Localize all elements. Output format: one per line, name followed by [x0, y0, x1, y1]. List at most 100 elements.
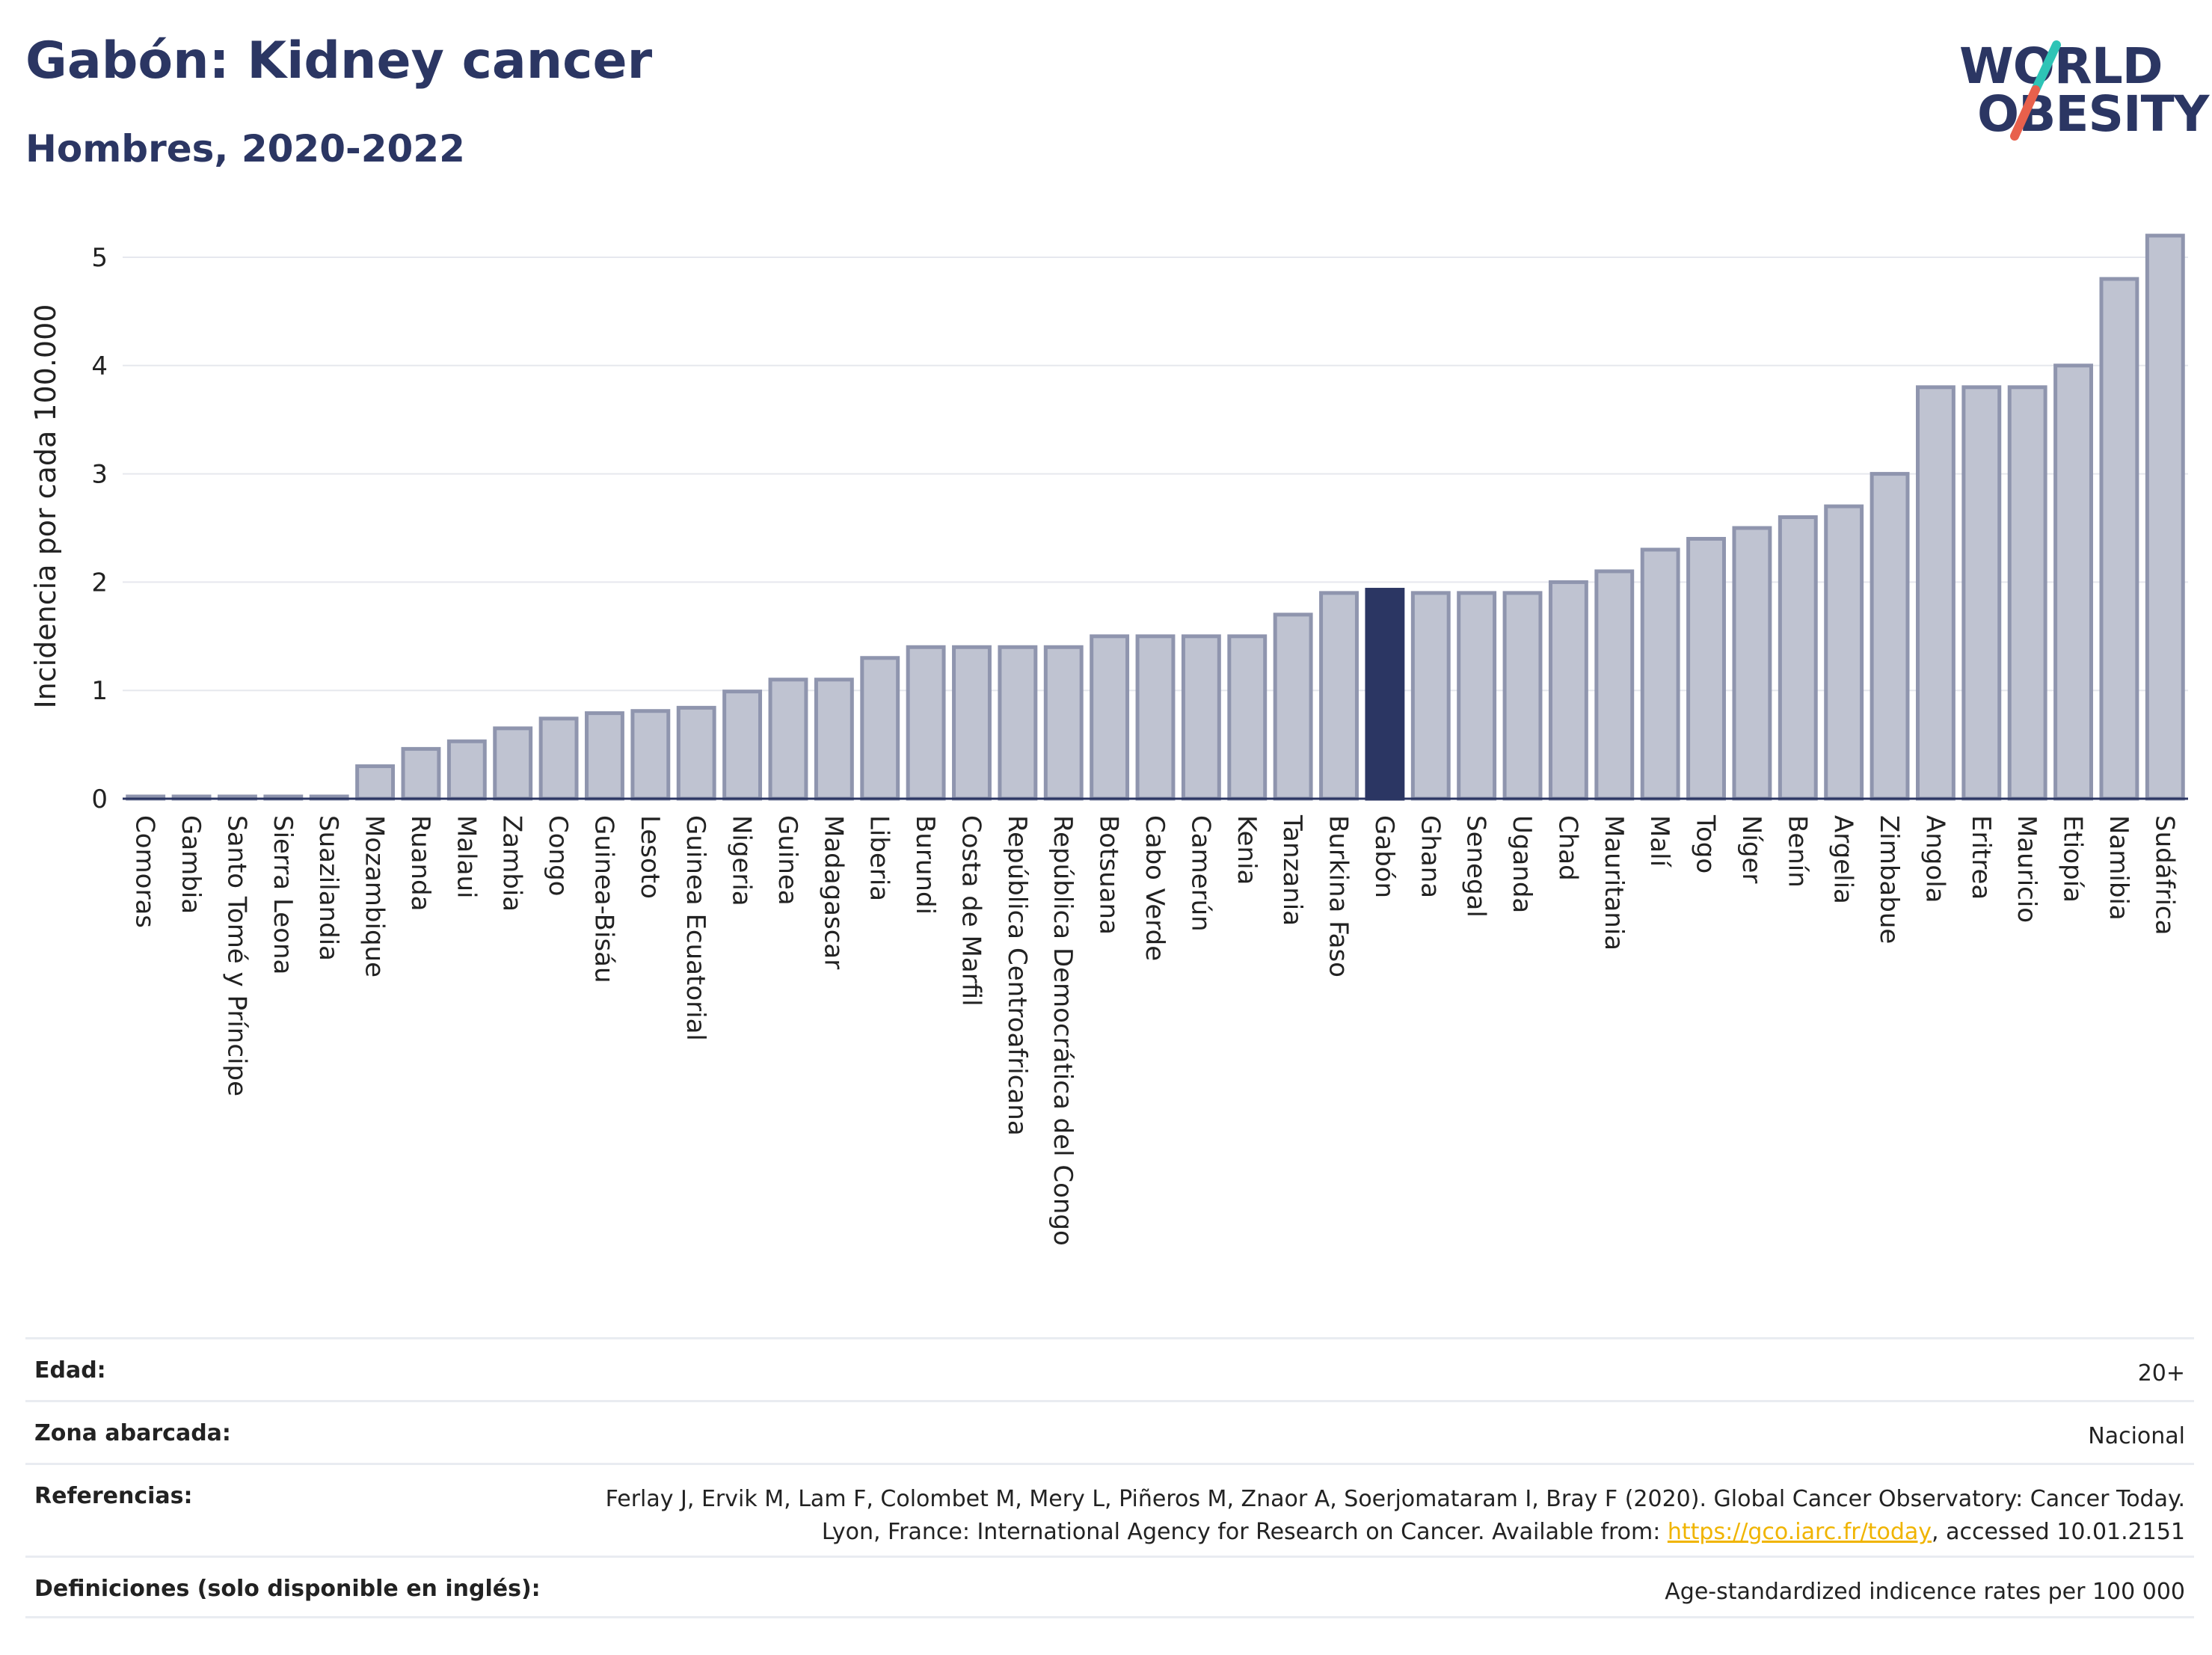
bar-liberia[interactable]	[860, 656, 900, 801]
bar-chad[interactable]	[1548, 580, 1588, 801]
x-tick-label: Burkina Faso	[1324, 815, 1354, 977]
bar-etiopía[interactable]	[2053, 363, 2093, 801]
logo-line-1: WORLD	[1959, 37, 2163, 95]
logo-slash-icon	[2010, 40, 2061, 141]
bar-lesoto[interactable]	[630, 709, 671, 801]
bar-benín[interactable]	[1778, 515, 1818, 801]
x-tick-label: Burundi	[910, 815, 940, 915]
definiciones-label: Definiciones (solo disponible en inglés)…	[34, 1576, 541, 1602]
x-tick-label: Malí	[1644, 815, 1674, 868]
zona-value: Nacional	[2088, 1423, 2185, 1449]
bar-kenia[interactable]	[1227, 634, 1268, 801]
definiciones-value: Age-standardized indicence rates per 100…	[1665, 1579, 2185, 1605]
x-tick-label: Congo	[543, 815, 573, 896]
info-row-edad: Edad: 20+	[25, 1337, 2194, 1400]
x-tick-label: Malaui	[451, 815, 481, 898]
bar-mauricio[interactable]	[2007, 385, 2047, 801]
bar-república-centroafricana[interactable]	[998, 645, 1038, 801]
y-tick-label: 3	[91, 460, 108, 490]
bar-mozambique[interactable]	[355, 764, 396, 801]
bar-zimbabue[interactable]	[1870, 472, 1910, 801]
x-tick-label: Santo Tomé y Príncipe	[221, 815, 251, 1096]
x-tick-label: Eritrea	[1966, 815, 1996, 900]
x-tick-label: Botsuana	[1094, 815, 1124, 935]
bar-zambia[interactable]	[493, 726, 533, 801]
bar-congo[interactable]	[538, 716, 579, 801]
bar-senegal[interactable]	[1457, 591, 1497, 801]
y-tick-label: 5	[91, 243, 108, 273]
x-tick-label: Kenia	[1232, 815, 1262, 885]
bar-guinea[interactable]	[768, 678, 808, 801]
x-tick-label: Madagascar	[818, 815, 848, 969]
x-tick-label: Ruanda	[405, 815, 435, 911]
x-tick-label: Mozambique	[360, 815, 390, 977]
bar-burkina-faso[interactable]	[1319, 591, 1359, 801]
bar-uganda[interactable]	[1502, 591, 1543, 801]
x-tick-label: Etiopía	[2058, 815, 2088, 903]
x-tick-label: Lesoto	[635, 815, 665, 899]
x-tick-label: Nigeria	[727, 815, 757, 906]
bar-camerún[interactable]	[1181, 634, 1221, 801]
bar-malaui[interactable]	[446, 739, 487, 801]
bar-botsuana[interactable]	[1090, 634, 1130, 801]
x-tick-label: Ghana	[1415, 815, 1445, 898]
bar-nigeria[interactable]	[722, 690, 763, 801]
x-tick-label: Liberia	[864, 815, 894, 901]
x-tick-label: Benín	[1782, 815, 1812, 888]
x-tick-label: Cabo Verde	[1140, 815, 1170, 961]
x-tick-label: Chad	[1552, 815, 1582, 881]
x-tick-label: Costa de Marfil	[956, 815, 986, 1007]
bar-níger[interactable]	[1732, 526, 1772, 801]
x-tick-label: Camerún	[1185, 815, 1215, 932]
bar-guinea-ecuatorial[interactable]	[676, 705, 716, 801]
info-table: Edad: 20+ Zona abarcada: Nacional Refere…	[25, 1337, 2194, 1618]
x-tick-label: República Centroafricana	[1002, 815, 1032, 1136]
x-tick-label: Tanzania	[1277, 814, 1307, 926]
x-tick-label: Argelia	[1828, 815, 1858, 904]
bar-burundi[interactable]	[906, 645, 946, 801]
x-tick-label: Uganda	[1507, 815, 1537, 913]
edad-label: Edad:	[34, 1357, 106, 1384]
bar-república-democrática-del-congo[interactable]	[1043, 645, 1084, 801]
bar-malí[interactable]	[1640, 547, 1680, 801]
bar-angola[interactable]	[1915, 385, 1956, 801]
referencias-link[interactable]: https://gco.iarc.fr/today	[1667, 1519, 1932, 1545]
x-tick-label: Níger	[1736, 815, 1766, 883]
x-tick-label: Comoras	[130, 815, 160, 928]
x-tick-label: Namibia	[2104, 815, 2133, 921]
y-axis-label: Incidencia por cada 100.000	[29, 304, 62, 709]
bar-togo[interactable]	[1686, 536, 1726, 801]
bar-gabón[interactable]	[1365, 588, 1405, 801]
bar-mauritania[interactable]	[1594, 569, 1635, 801]
bar-madagascar[interactable]	[814, 678, 854, 801]
bar-ruanda[interactable]	[401, 746, 441, 801]
bar-tanzania[interactable]	[1273, 612, 1313, 801]
y-tick-label: 1	[91, 676, 108, 706]
y-tick-label: 0	[91, 784, 108, 814]
bar-guinea-bisáu[interactable]	[585, 711, 624, 801]
x-tick-label: Mauricio	[2012, 815, 2042, 923]
bar-sudáfrica[interactable]	[2145, 233, 2185, 801]
bar-ghana[interactable]	[1410, 591, 1451, 801]
x-tick-label: Senegal	[1461, 815, 1491, 918]
info-row-referencias: Referencias: Ferlay J, Ervik M, Lam F, C…	[25, 1463, 2194, 1556]
x-tick-label: Angola	[1920, 815, 1950, 903]
bar-namibia[interactable]	[2099, 277, 2139, 801]
x-tick-label: Zambia	[497, 815, 527, 912]
bar-costa-de-marfil[interactable]	[952, 645, 992, 801]
x-tick-label: Sudáfrica	[2149, 815, 2179, 935]
bar-chart: 0 1 2 3 4 5 Incidencia por cada 100.000 Comoras…	[29, 233, 2188, 1246]
x-tick-label: Mauritania	[1599, 815, 1629, 951]
x-tick-label: Zimbabue	[1874, 815, 1904, 944]
chart-subtitle: Hombres, 2020-2022	[25, 127, 465, 171]
bar-cabo-verde[interactable]	[1135, 634, 1176, 801]
chart-title: Gabón: Kidney cancer	[25, 31, 653, 90]
y-tick-label: 4	[91, 351, 108, 381]
bar-argelia[interactable]	[1824, 504, 1864, 801]
zona-label: Zona abarcada:	[34, 1420, 231, 1446]
referencias-label: Referencias:	[34, 1483, 193, 1509]
x-tick-label: Suazilandia	[313, 815, 343, 961]
bar-eritrea[interactable]	[1961, 385, 2002, 801]
x-tick-label: Guinea Ecuatorial	[681, 815, 710, 1041]
referencias-value: Ferlay J, Ervik M, Lam F, Colombet M, Me…	[540, 1483, 2185, 1556]
